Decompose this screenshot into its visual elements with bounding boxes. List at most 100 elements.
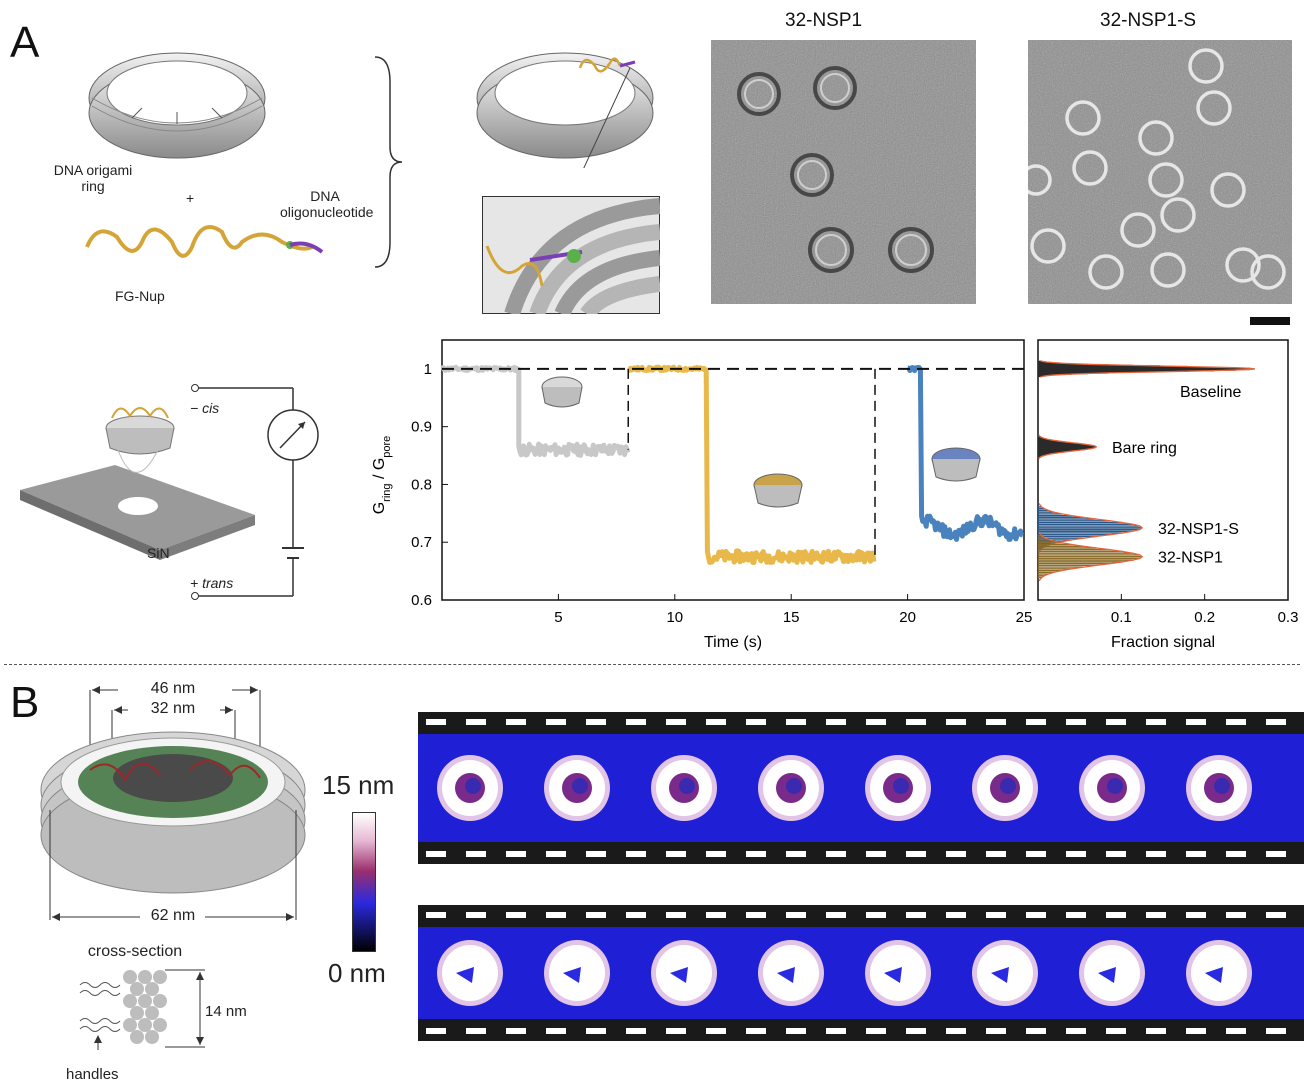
trace-y-tick-label: 0.6 [411, 592, 432, 609]
film-perforation [986, 851, 1006, 857]
trace-plot-frame [441, 339, 1025, 601]
film-perforation [1226, 719, 1246, 725]
film-perforation [706, 912, 726, 918]
film-perforation [426, 912, 446, 918]
trace-xlabel: Time (s) [704, 634, 762, 651]
film-perforation [986, 912, 1006, 918]
film-perforation [1066, 912, 1086, 918]
afm-ring-frame [1079, 755, 1145, 821]
cross-section-label: cross-section [87, 943, 183, 960]
hist-fit-curve [1038, 532, 1144, 582]
trace-ylabel: Gring / Gpore [371, 436, 393, 515]
em-image-32-nsp1-s [1028, 40, 1292, 304]
dim-32-label: 32 nm [150, 700, 196, 717]
film-perforation [786, 912, 806, 918]
panel-divider [4, 664, 1300, 665]
trace-y-tick-label: 0.7 [411, 534, 432, 551]
film-perforation [626, 1028, 646, 1034]
afm-ring-frame [1079, 940, 1145, 1006]
afm-filmstrip-nsp1 [418, 712, 1304, 864]
trace-y-tick-label: 1 [424, 361, 432, 378]
film-perforation [586, 719, 606, 725]
film-perforation [906, 719, 926, 725]
film-perforation [506, 851, 526, 857]
panel-letter-b: B [10, 678, 40, 727]
film-perforation [746, 1028, 766, 1034]
afm-ring-frame [1186, 755, 1252, 821]
film-perforation [586, 1028, 606, 1034]
fraction-signal-histogram: 0.1 0.2 0.3 Baseline Bare ring 32-NSP1-S 32-NS… [1037, 339, 1298, 651]
film-perforation [586, 851, 606, 857]
film-perforation [746, 719, 766, 725]
film-perforation [1186, 851, 1206, 857]
afm-ring-frame [865, 755, 931, 821]
film-perforation [506, 912, 526, 918]
trace-y-tick-label: 0.9 [411, 419, 432, 436]
trace-x-tick-label: 20 [899, 609, 916, 626]
film-perforation [466, 851, 486, 857]
film-perforation [1146, 1028, 1166, 1034]
afm-ring-frame [437, 940, 503, 1006]
afm-ring-frame [437, 755, 503, 821]
film-perforation [666, 1028, 686, 1034]
film-perforation [1266, 719, 1286, 725]
film-perforation [466, 719, 486, 725]
film-perforation [826, 719, 846, 725]
afm-ring-frame [651, 755, 717, 821]
film-perforation [1066, 851, 1086, 857]
afm-ring-frame [865, 940, 931, 1006]
trace-x-tick-label: 5 [554, 609, 562, 626]
em-title-32-nsp1: 32-NSP1 [785, 10, 863, 31]
afm-filmstrip-nsp1-s [418, 905, 1304, 1041]
film-perforation [946, 719, 966, 725]
film-perforation [1026, 912, 1046, 918]
afm-ring-frame [544, 755, 610, 821]
film-perforation [946, 851, 966, 857]
trace-series-blue [906, 364, 1025, 542]
film-perforation [826, 912, 846, 918]
film-perforation [746, 912, 766, 918]
em-title-32-nsp1-s: 32-NSP1-S [1100, 10, 1197, 31]
colorbar-bottom-label: 0 nm [328, 958, 386, 988]
film-perforation [1186, 719, 1206, 725]
film-perforation [666, 851, 686, 857]
trace-x-tick-label: 10 [666, 609, 683, 626]
dna-origami-ring-illustration [88, 52, 266, 159]
panel-letter-a: A [10, 18, 40, 67]
film-perforation [706, 719, 726, 725]
film-perforation [866, 1028, 886, 1034]
film-perforation [466, 912, 486, 918]
hist-x-tick-label: 0.2 [1194, 609, 1215, 626]
film-perforation [906, 851, 926, 857]
hist-fit-curve [1040, 360, 1255, 378]
trace-inset-icons [541, 376, 981, 508]
circuit-cis-label: − cis [190, 400, 220, 416]
afm-ring-frame [544, 940, 610, 1006]
afm-ring-frame [972, 755, 1038, 821]
film-perforation [1066, 719, 1086, 725]
film-perforation [986, 1028, 1006, 1034]
film-perforation [1026, 1028, 1046, 1034]
afm-ring-frame [758, 755, 824, 821]
film-perforation [1066, 1028, 1086, 1034]
hist-peak-label: 32-NSP1 [1158, 550, 1223, 567]
circuit-trans-label: + trans [190, 575, 234, 591]
film-perforation [1026, 851, 1046, 857]
cross-section-diagram [79, 969, 205, 1050]
film-perforation [626, 912, 646, 918]
sin-label: SiN [147, 545, 170, 561]
film-perforation [506, 1028, 526, 1034]
oligonucleotide-label: DNA oligonucleotide [280, 188, 374, 220]
ring-label: DNA origami ring [53, 162, 133, 194]
plus-sign: + [186, 190, 195, 206]
dim-14-label: 14 nm [205, 1003, 247, 1020]
film-perforation [1106, 912, 1126, 918]
film-perforation [826, 1028, 846, 1034]
hist-xlabel: Fraction signal [1111, 634, 1215, 651]
film-perforation [946, 1028, 966, 1034]
colorbar-top-label: 15 nm [322, 770, 395, 800]
film-perforation [466, 1028, 486, 1034]
afm-ring-frame [758, 940, 824, 1006]
em-image-32-nsp1 [711, 40, 976, 304]
film-perforation [626, 719, 646, 725]
